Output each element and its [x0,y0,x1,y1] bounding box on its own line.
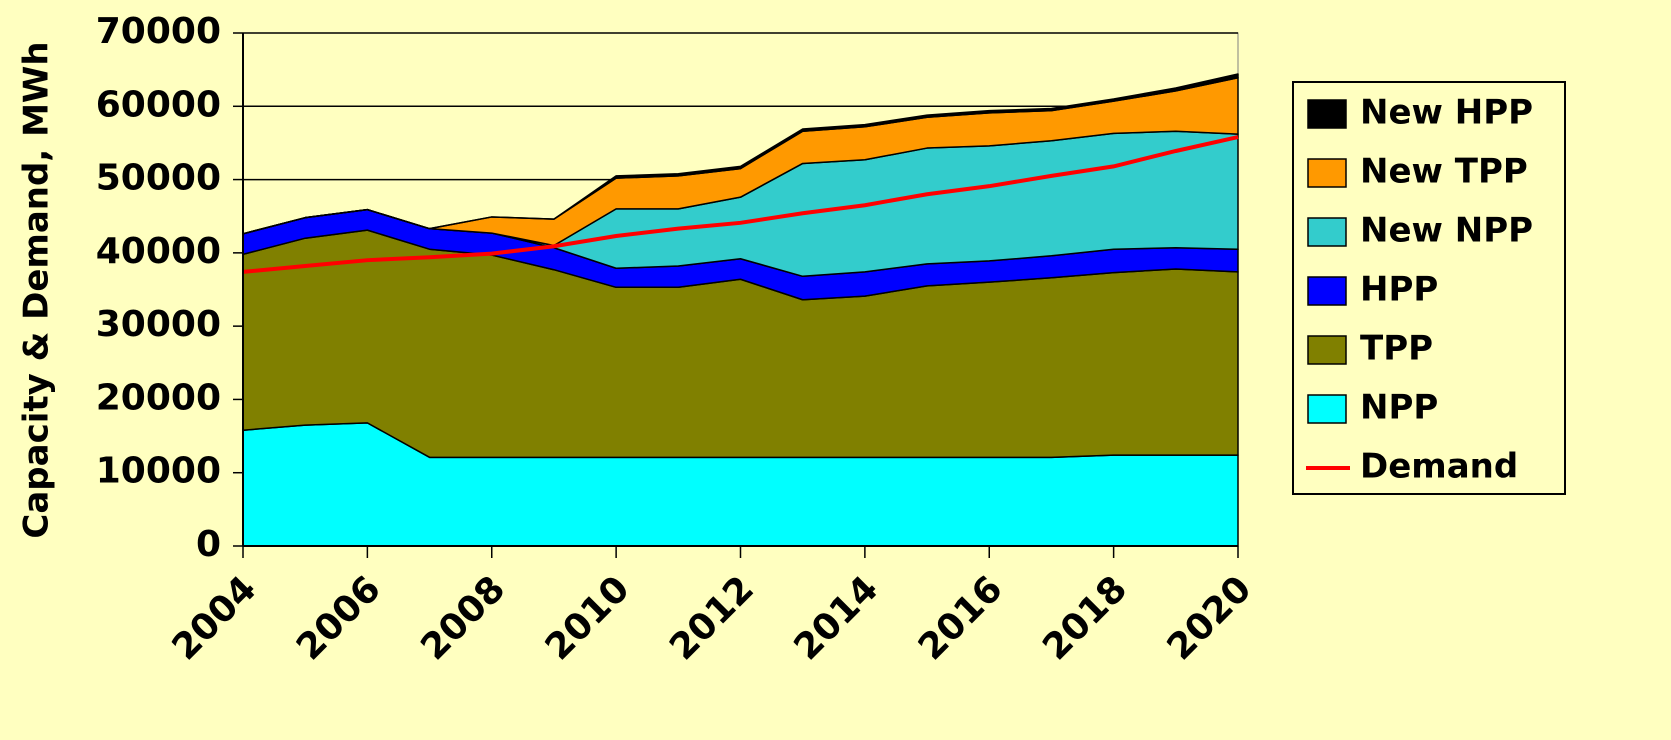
line [242,135,1239,274]
x-tick-label: 2004 [165,568,265,668]
legend-swatch [1307,99,1347,129]
y-tick-label: 60000 [96,84,221,125]
y-axis-title: Capacity & Demand, MWh [17,41,57,538]
legend-label: HPP [1360,270,1438,310]
x-tick-label: 2020 [1160,568,1260,668]
x-tick-label: 2010 [538,568,638,668]
x-tick-label: 2012 [662,568,762,668]
legend-label: NPP [1360,388,1438,428]
x-tick-label: 2008 [413,568,513,668]
x-tick-label: 2006 [289,568,389,668]
y-tick-label: 50000 [96,158,221,199]
legend-swatch [1307,158,1347,188]
x-tick-label: 2016 [911,568,1011,668]
x-tick-label: 2014 [786,568,886,668]
y-tick-label: 10000 [96,451,221,492]
legend-label: Demand [1360,447,1518,487]
legend-swatch [1307,394,1347,424]
legend-label: New NPP [1360,211,1533,251]
y-tick-label: 0 [196,524,221,565]
legend-label: TPP [1360,329,1433,369]
legend-swatch [1307,335,1347,365]
y-tick-label: 20000 [96,377,221,418]
y-tick-label: 40000 [96,231,221,272]
legend-swatch [1307,276,1347,306]
legend-swatch [1307,217,1347,247]
y-tick-label: 30000 [96,304,221,345]
y-tick-label: 70000 [96,11,221,52]
x-tick-label: 2018 [1035,568,1135,668]
legend: New HPP New TPP New NPP HPP TPP NPP Demand [1292,81,1566,495]
legend-label: New TPP [1360,152,1528,192]
area [242,73,1239,235]
legend-label: New HPP [1360,93,1533,133]
